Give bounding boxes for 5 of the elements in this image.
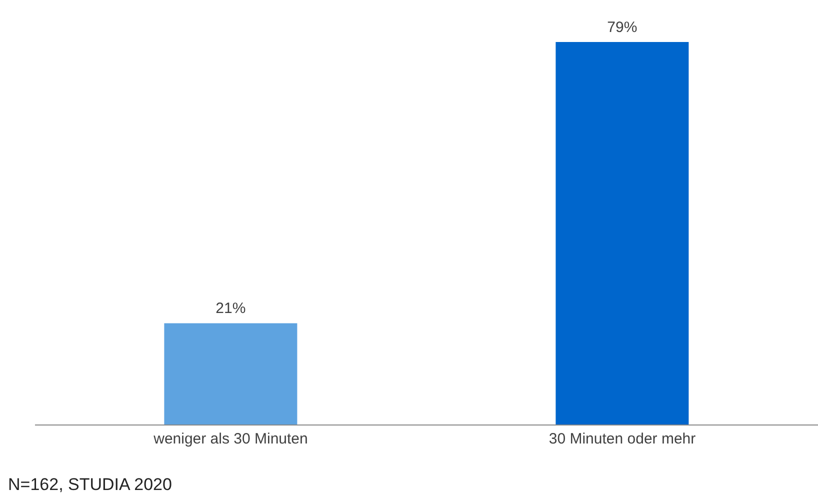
text: N=162, STUDIA 2020 — [8, 475, 173, 495]
data-label: 79% — [607, 19, 638, 36]
x-tick-label: 30 Minuten oder mehr — [548, 430, 696, 448]
x-tick-label: weniger als 30 Minuten — [152, 430, 308, 448]
data-label: 21% — [216, 300, 246, 318]
